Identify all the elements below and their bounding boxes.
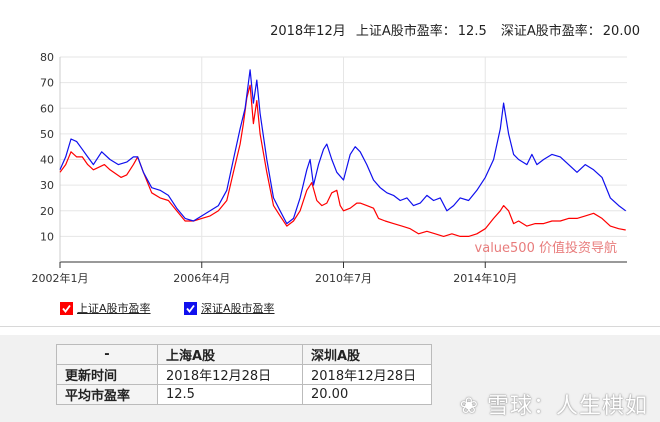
table-row: 平均市盈率 12.5 20.00 <box>56 384 432 405</box>
header-sz-label: 深证A股市盈率： <box>500 24 601 39</box>
header-sz-value: 20.00 <box>602 24 640 39</box>
header-sh-label: 上证A股市盈率： <box>355 24 456 39</box>
header-sh-value: 12.5 <box>457 24 487 39</box>
divider <box>0 326 660 327</box>
y-tick-label: 30 <box>40 179 54 192</box>
summary-table: - 上海A股 深圳A股 更新时间 2018年12月28日 2018年12月28日… <box>56 344 432 405</box>
y-tick-label: 60 <box>40 102 54 115</box>
legend-sz-label[interactable]: 深证A股市盈率 <box>201 302 275 315</box>
y-tick-label: 20 <box>40 205 54 218</box>
chart-header: 2018年12月 上证A股市盈率： 12.5 深证A股市盈率： 20.00 <box>264 20 640 39</box>
table-header-cell: 上海A股 <box>157 344 303 365</box>
x-tick-label: 2006年4月 <box>173 271 230 285</box>
axes: 10 20 30 40 50 60 70 80 2002年1月 2006年4月 2010年7月 201… <box>32 51 627 285</box>
chart-watermark: value500 价值投资导航 <box>475 240 617 256</box>
y-tick-label: 80 <box>40 51 54 64</box>
table-cell: 2018年12月28日 <box>302 364 432 385</box>
pe-line-chart: 10 20 30 40 50 60 70 80 2002年1月 2006年4月 2010年7月 201… <box>32 51 627 285</box>
grid <box>59 56 627 262</box>
x-tick-label: 2002年1月 <box>32 271 89 285</box>
header-date: 2018年12月 <box>270 24 346 39</box>
series-line-shenzhen <box>59 69 627 225</box>
y-tick-label: 10 <box>40 230 54 243</box>
table-row-label: 平均市盈率 <box>56 384 158 405</box>
table-row: 更新时间 2018年12月28日 2018年12月28日 <box>56 364 432 385</box>
series-line-shanghai <box>59 84 626 237</box>
x-tick-label: 2014年10月 <box>453 271 517 285</box>
legend-item-sh[interactable]: 上证A股市盈率 <box>60 300 151 316</box>
xueqiu-watermark: ❀ 雪球：人生棋如 <box>459 394 648 419</box>
table-cell: 12.5 <box>157 384 303 405</box>
legend-item-sz[interactable]: 深证A股市盈率 <box>184 300 275 316</box>
legend-sh-checkbox-icon[interactable] <box>60 301 73 315</box>
table-header-cell: - <box>56 344 158 365</box>
table-header-cell: 深圳A股 <box>302 344 432 365</box>
table-header-row: - 上海A股 深圳A股 <box>56 344 432 365</box>
x-tick-label: 2010年7月 <box>315 271 372 285</box>
y-tick-label: 70 <box>40 77 54 90</box>
table-cell: 20.00 <box>302 384 432 405</box>
legend-sz-checkbox-icon[interactable] <box>184 301 197 315</box>
y-tick-label: 50 <box>40 128 54 141</box>
series <box>59 69 627 237</box>
table-row-label: 更新时间 <box>56 364 158 385</box>
table-cell: 2018年12月28日 <box>157 364 303 385</box>
legend-sh-label[interactable]: 上证A股市盈率 <box>77 302 151 315</box>
y-tick-label: 40 <box>40 154 54 167</box>
